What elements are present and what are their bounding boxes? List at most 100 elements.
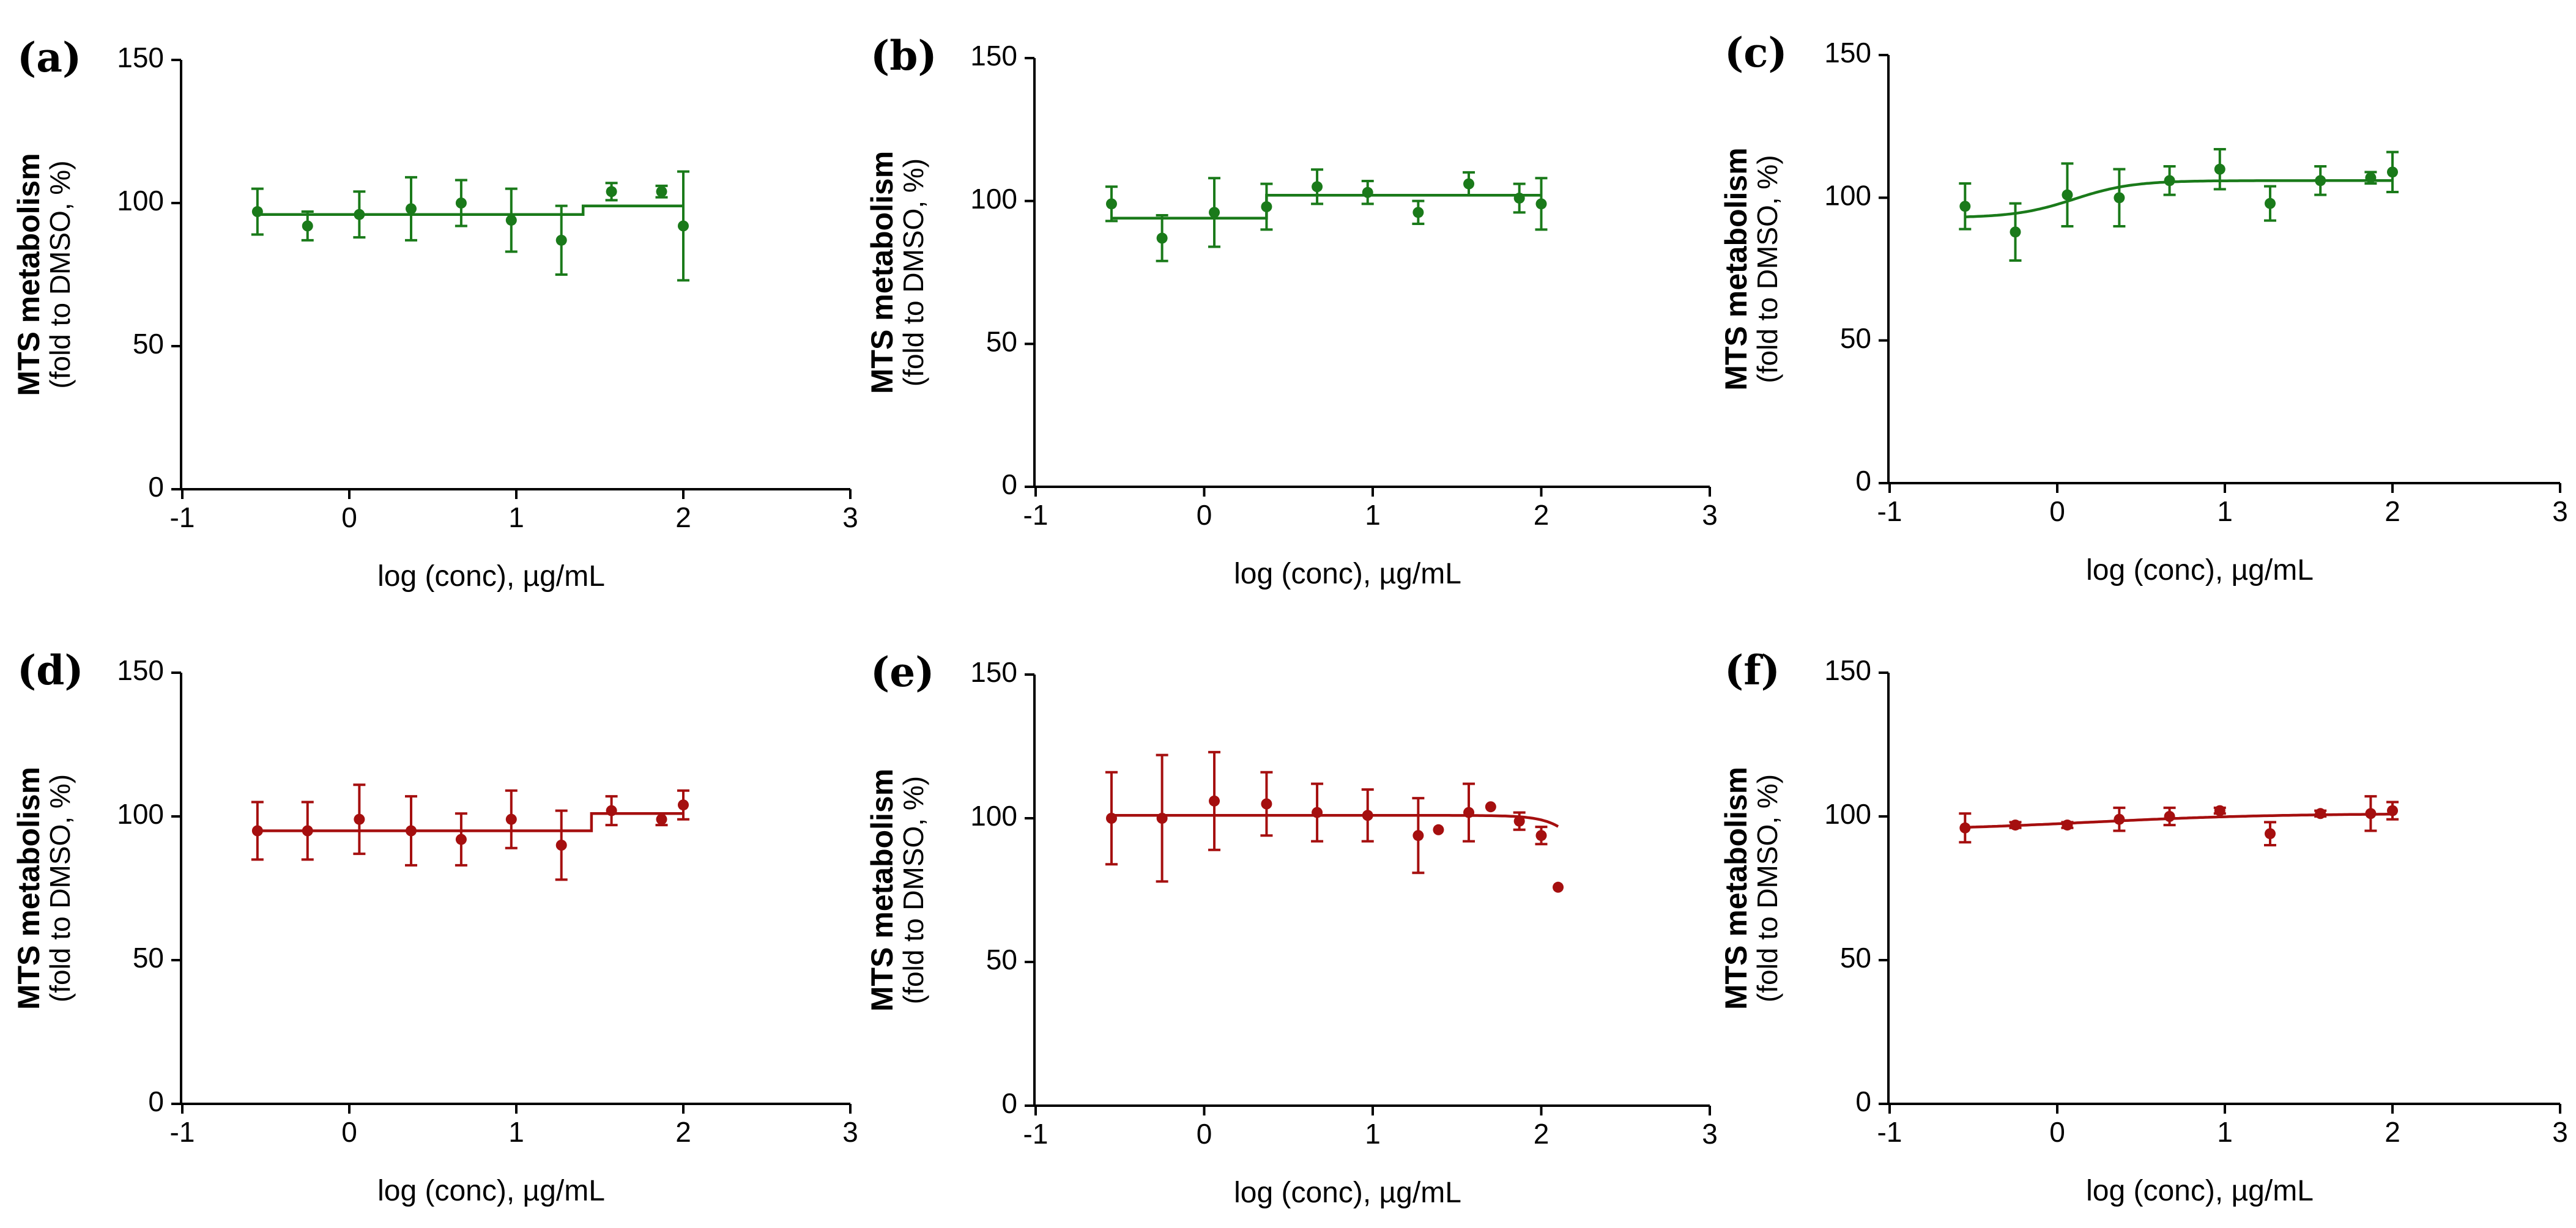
data-point [2314, 808, 2327, 819]
data-point [2163, 806, 2176, 827]
data-point [2386, 150, 2399, 193]
data-point [555, 204, 568, 276]
data-marker [1105, 198, 1117, 210]
data-point [2009, 202, 2022, 262]
data-point [2009, 819, 2022, 831]
y-tick-label: 100 [970, 183, 1017, 215]
data-point [1156, 214, 1168, 262]
y-tick-label: 150 [117, 42, 164, 73]
y-axis-subtitle: (fold to DMSO, %) [897, 158, 929, 387]
y-tick-label: 100 [970, 800, 1017, 832]
data-marker [2010, 226, 2021, 238]
data-point [505, 187, 518, 253]
y-axis-subtitle: (fold to DMSO, %) [1751, 155, 1783, 383]
panel-label: (d) [17, 646, 84, 694]
data-marker [2365, 808, 2377, 819]
x-tick-label: 0 [341, 501, 357, 533]
fit-curve [257, 204, 683, 216]
x-tick-label: 3 [842, 501, 858, 533]
fit-curve [1112, 194, 1542, 220]
data-marker [1156, 232, 1168, 244]
data-marker [354, 813, 365, 825]
data-marker [1362, 810, 1373, 821]
data-marker [2062, 819, 2073, 831]
data-marker [656, 813, 667, 825]
fit-curve [1965, 813, 2392, 829]
data-point [1361, 179, 1374, 205]
x-tick-label: 2 [2385, 495, 2400, 527]
y-axis-title: MTS metabolism [1719, 767, 1753, 1010]
data-point [2263, 821, 2276, 846]
data-point [1361, 788, 1374, 843]
y-axis-subtitle: (fold to DMSO, %) [44, 160, 76, 388]
x-axis-title: log (conc), µg/mL [2086, 1175, 2314, 1207]
data-marker [2010, 819, 2021, 831]
x-tick-label: 0 [2049, 1116, 2065, 1148]
data-point [251, 801, 264, 861]
data-marker [2365, 172, 2377, 183]
data-point [505, 789, 518, 849]
data-marker [251, 206, 263, 218]
x-tick-label: 2 [675, 1116, 691, 1148]
data-marker [606, 186, 617, 198]
data-point [677, 789, 689, 821]
data-point [677, 170, 689, 282]
data-point [2061, 162, 2074, 227]
y-tick-label: 50 [1840, 942, 1871, 974]
data-marker [1312, 807, 1323, 818]
data-point [1535, 826, 1548, 846]
y-tick-label: 0 [148, 471, 164, 503]
data-point [2364, 795, 2377, 832]
data-point [1463, 171, 1475, 197]
data-point [1208, 750, 1221, 851]
x-axis-title: log (conc), µg/mL [1234, 558, 1461, 590]
x-tick-label: 1 [508, 501, 524, 533]
x-tick-label: -1 [170, 1116, 195, 1148]
x-tick-label: 0 [1197, 499, 1212, 531]
data-point [1485, 801, 1496, 813]
x-tick-label: -1 [1877, 1116, 1902, 1148]
x-tick-label: 1 [508, 1116, 524, 1148]
data-marker [2387, 805, 2398, 816]
data-marker [678, 220, 689, 232]
data-point [455, 812, 467, 867]
panel-label: (e) [870, 648, 934, 696]
x-tick-label: 0 [2049, 495, 2065, 527]
data-point [1311, 782, 1324, 843]
data-marker [1156, 813, 1168, 824]
data-marker [2264, 198, 2276, 209]
data-marker [2315, 175, 2326, 187]
data-marker [354, 209, 365, 220]
data-point [251, 187, 264, 236]
fit-curve [257, 812, 683, 832]
data-marker [1209, 207, 1220, 218]
data-point [2061, 819, 2074, 831]
data-marker [1959, 822, 1971, 834]
x-axis-title: log (conc), µg/mL [2086, 554, 2314, 586]
y-axis-title: MTS metabolism [865, 769, 899, 1012]
y-tick-label: 150 [1824, 37, 1871, 68]
data-point [655, 184, 668, 199]
x-tick-label: 2 [1534, 1118, 1550, 1150]
x-axis-title: log (conc), µg/mL [377, 560, 605, 593]
data-point [1105, 185, 1118, 223]
data-point [1412, 797, 1425, 875]
data-marker [1105, 813, 1117, 824]
data-marker [2214, 163, 2225, 175]
data-point [1311, 168, 1324, 205]
x-tick-label: 2 [2385, 1116, 2400, 1148]
data-marker [1553, 881, 1564, 893]
data-marker [1513, 192, 1525, 204]
x-tick-label: 0 [1197, 1118, 1212, 1150]
data-point [1412, 199, 1425, 226]
x-axis-title: log (conc), µg/mL [377, 1175, 605, 1207]
x-tick-label: 3 [2552, 1116, 2568, 1148]
data-point [1260, 771, 1273, 837]
data-marker [606, 805, 617, 816]
data-marker [1412, 207, 1424, 218]
data-point [2263, 185, 2276, 222]
